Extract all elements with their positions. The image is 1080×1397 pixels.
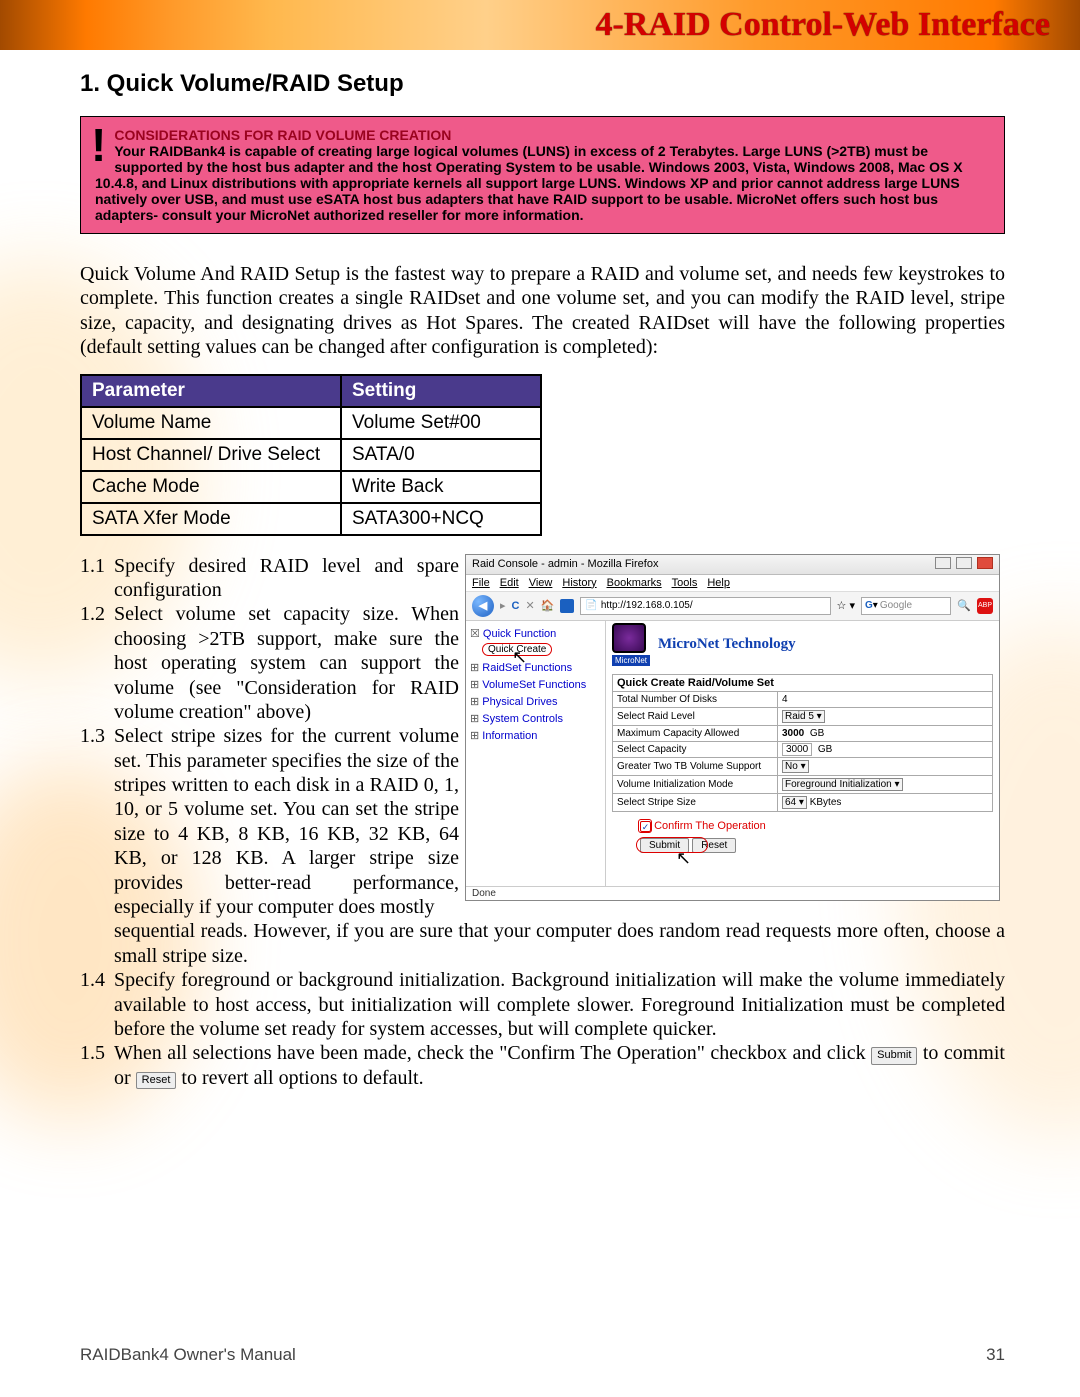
minimize-icon[interactable] (935, 557, 951, 569)
brand-header: MicroNet MicroNet Technology (612, 623, 993, 666)
menu-view[interactable]: View (529, 577, 553, 589)
sidebar: Quick Function Quick Create ↖ RaidSet Fu… (466, 621, 606, 886)
search-icon[interactable]: 🔍 (957, 599, 971, 613)
close-icon[interactable] (977, 557, 993, 569)
form-row: Total Number Of Disks4 (613, 691, 993, 707)
inline-submit-button[interactable]: Submit (871, 1047, 917, 1064)
footer-manual-title: RAIDBank4 Owner's Manual (80, 1345, 296, 1365)
browser-toolbar: ◀ ▸ C ✕ 🏠 📄 http://192.168.0.105/ ☆ ▾ G▾… (466, 592, 999, 621)
step-1-5: 1.5 When all selections have been made, … (80, 1041, 1005, 1090)
intro-paragraph: Quick Volume And RAID Setup is the faste… (80, 262, 1005, 360)
raid-level-select[interactable]: Raid 5 ▾ (782, 710, 825, 723)
page-footer: RAIDBank4 Owner's Manual 31 (80, 1345, 1005, 1365)
back-button[interactable]: ◀ (472, 595, 494, 617)
menu-file[interactable]: File (472, 577, 490, 589)
menu-history[interactable]: History (562, 577, 596, 589)
sidebar-item-volumeset[interactable]: VolumeSet Functions (470, 676, 601, 693)
form-title: Quick Create Raid/Volume Set (612, 674, 993, 691)
cursor-icon: ↖ (512, 647, 527, 668)
bookmark-icon[interactable] (560, 599, 574, 613)
sidebar-item-physical[interactable]: Physical Drives (470, 693, 601, 710)
forward-button[interactable]: ▸ (500, 599, 506, 612)
window-titlebar: Raid Console - admin - Mozilla Firefox (466, 555, 999, 575)
sidebar-item-info[interactable]: Information (470, 727, 601, 744)
col-parameter: Parameter (81, 375, 341, 407)
confirm-label: Confirm The Operation (654, 820, 766, 832)
url-bar[interactable]: 📄 http://192.168.0.105/ (580, 597, 830, 615)
main-panel: MicroNet MicroNet Technology Quick Creat… (606, 621, 999, 886)
warning-box: ! CONSIDERATIONS FOR RAID VOLUME CREATIO… (80, 116, 1005, 234)
brand-tag: MicroNet (612, 655, 650, 666)
inline-reset-button[interactable]: Reset (136, 1072, 177, 1089)
section-heading: 1. Quick Volume/RAID Setup (80, 70, 1005, 98)
capacity-input[interactable]: 3000 (782, 743, 812, 756)
table-row: Volume NameVolume Set#00 (81, 407, 541, 439)
warning-body: Your RAIDBank4 is capable of creating la… (95, 143, 963, 223)
confirm-checkbox[interactable]: ✓ (640, 821, 651, 832)
window-controls (933, 557, 993, 572)
brand-name: MicroNet Technology (658, 636, 796, 653)
form-row: Greater Two TB Volume SupportNo ▾ (613, 757, 993, 775)
parameter-table: Parameter Setting Volume NameVolume Set#… (80, 374, 542, 536)
form-row: Select Capacity3000 GB (613, 741, 993, 757)
brand-logo-icon (612, 623, 646, 653)
warning-title: CONSIDERATIONS FOR RAID VOLUME CREATION (114, 127, 451, 143)
browser-menubar: File Edit View History Bookmarks Tools H… (466, 575, 999, 592)
menu-bookmarks[interactable]: Bookmarks (607, 577, 662, 589)
favorite-icon[interactable]: ☆ ▾ (837, 599, 855, 612)
form-row: Select Stripe Size64 ▾ KBytes (613, 793, 993, 811)
table-row: Host Channel/ Drive SelectSATA/0 (81, 439, 541, 471)
chapter-title: 4-RAID Control-Web Interface (595, 6, 1050, 44)
form-row: Select Raid LevelRaid 5 ▾ (613, 707, 993, 725)
step-1-3-cont: sequential reads. However, if you are su… (80, 919, 1005, 968)
abp-icon[interactable]: ABP (977, 598, 993, 614)
table-row: SATA Xfer ModeSATA300+NCQ (81, 503, 541, 535)
cursor-icon: ↖ (676, 848, 691, 869)
reset-button[interactable]: Reset (692, 838, 736, 853)
col-setting: Setting (341, 375, 541, 407)
home-icon[interactable]: 🏠 (541, 599, 555, 612)
maximize-icon[interactable] (956, 557, 972, 569)
stripe-size-select[interactable]: 64 ▾ (782, 796, 807, 809)
form-row: Maximum Capacity Allowed3000 GB (613, 725, 993, 741)
sidebar-item-system[interactable]: System Controls (470, 710, 601, 727)
gt2tb-select[interactable]: No ▾ (782, 760, 809, 773)
confirm-row: ✓ Confirm The Operation (640, 820, 993, 832)
quick-create-form: Total Number Of Disks4 Select Raid Level… (612, 691, 993, 812)
table-row: Cache ModeWrite Back (81, 471, 541, 503)
menu-help[interactable]: Help (707, 577, 730, 589)
form-buttons: Submit Reset ↖ (640, 838, 993, 853)
reload-icon[interactable]: C (512, 600, 520, 612)
screenshot-figure: Raid Console - admin - Mozilla Firefox F… (465, 554, 1000, 901)
menu-tools[interactable]: Tools (672, 577, 698, 589)
stop-icon[interactable]: ✕ (525, 599, 534, 612)
status-bar: Done (466, 886, 999, 900)
footer-page-number: 31 (986, 1345, 1005, 1365)
chapter-bar: 4-RAID Control-Web Interface (0, 0, 1080, 50)
window-title: Raid Console - admin - Mozilla Firefox (472, 558, 658, 570)
warning-icon: ! (91, 125, 106, 165)
step-1-4: 1.4 Specify foreground or background ini… (80, 968, 1005, 1041)
menu-edit[interactable]: Edit (500, 577, 519, 589)
search-box[interactable]: G▾ Google (861, 597, 951, 615)
sidebar-quick-function[interactable]: Quick Function (470, 625, 601, 642)
form-row: Volume Initialization ModeForeground Ini… (613, 775, 993, 793)
init-mode-select[interactable]: Foreground Initialization ▾ (782, 778, 903, 791)
sidebar-item-raidset[interactable]: RaidSet Functions (470, 659, 601, 676)
